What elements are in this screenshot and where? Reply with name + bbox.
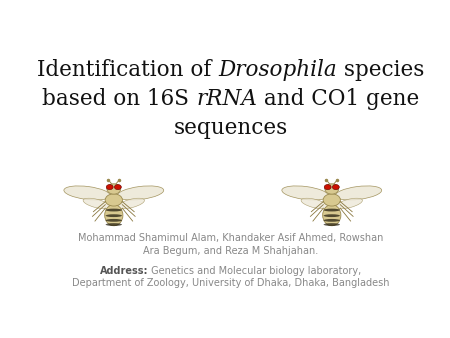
Text: sequences: sequences: [174, 117, 288, 139]
Ellipse shape: [106, 223, 122, 226]
Text: based on 16S: based on 16S: [42, 88, 196, 110]
Text: rRNA: rRNA: [196, 88, 257, 110]
Ellipse shape: [106, 209, 122, 212]
Ellipse shape: [324, 219, 340, 222]
Ellipse shape: [323, 204, 341, 226]
Ellipse shape: [105, 194, 122, 206]
Ellipse shape: [324, 223, 340, 226]
Text: Mohammad Shamimul Alam, Khandaker Asif Ahmed, Rowshan
Ara Begum, and Reza M Shah: Mohammad Shamimul Alam, Khandaker Asif A…: [78, 233, 383, 257]
Ellipse shape: [336, 198, 362, 209]
Text: Identification of: Identification of: [37, 59, 218, 81]
Circle shape: [324, 185, 331, 190]
Ellipse shape: [83, 198, 110, 209]
Ellipse shape: [282, 186, 328, 200]
Ellipse shape: [106, 214, 122, 217]
Ellipse shape: [117, 198, 144, 209]
Ellipse shape: [324, 214, 340, 217]
Ellipse shape: [64, 186, 110, 200]
Circle shape: [107, 184, 121, 194]
Text: and CO1 gene: and CO1 gene: [257, 88, 419, 110]
Circle shape: [325, 184, 339, 194]
Text: Department of Zoology, University of Dhaka, Dhaka, Bangladesh: Department of Zoology, University of Dha…: [72, 278, 389, 288]
Text: Drosophila: Drosophila: [218, 59, 337, 81]
Ellipse shape: [117, 186, 164, 200]
Circle shape: [333, 185, 339, 190]
Text: species: species: [337, 59, 424, 81]
Ellipse shape: [106, 219, 122, 222]
Ellipse shape: [324, 209, 340, 212]
Ellipse shape: [335, 186, 382, 200]
Circle shape: [106, 185, 113, 190]
Circle shape: [114, 185, 122, 190]
Text: Genetics and Molecular biology laboratory,: Genetics and Molecular biology laborator…: [148, 266, 361, 276]
Ellipse shape: [323, 194, 340, 206]
Ellipse shape: [105, 204, 123, 226]
Ellipse shape: [301, 198, 328, 209]
Text: Address:: Address:: [100, 266, 148, 276]
